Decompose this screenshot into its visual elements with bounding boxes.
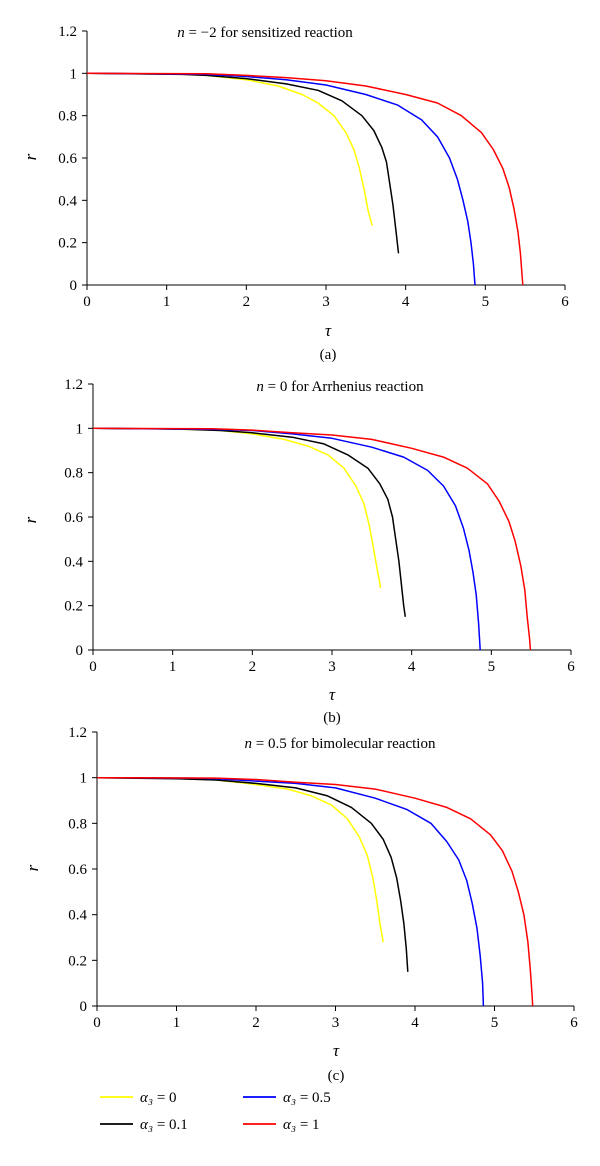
- legend-label-value: = 1: [296, 1117, 319, 1133]
- y-tick-label: 0.2: [64, 599, 83, 615]
- legend-item-1: α₃ = 0.1: [100, 1117, 188, 1133]
- x-tick-label: 0: [93, 1015, 101, 1031]
- panel-caption: (c): [328, 1068, 345, 1084]
- x-tick-label: 5: [491, 1015, 499, 1031]
- legend-label-symbol: α₃: [283, 1090, 296, 1106]
- x-tick-label: 1: [163, 294, 171, 310]
- x-tick-label: 3: [322, 294, 330, 310]
- y-tick-label: 0.8: [68, 816, 87, 832]
- series-line-3: [92, 427, 532, 651]
- y-tick-label: 0: [80, 999, 88, 1015]
- y-tick-label: 1.2: [68, 725, 87, 741]
- series-line-2: [92, 427, 481, 651]
- series-line-1: [86, 72, 400, 254]
- legend-label-symbol: α₃: [140, 1117, 153, 1133]
- x-tick-label: 3: [332, 1015, 340, 1031]
- series-line-0: [92, 427, 382, 589]
- y-axis-label: r: [21, 153, 40, 160]
- x-tick-label: 3: [328, 659, 336, 675]
- chart-title: n = 0.5 for bimolecular reaction: [245, 736, 436, 752]
- y-tick-label: 1.2: [64, 377, 83, 393]
- x-tick-label: 4: [411, 1015, 419, 1031]
- y-tick-label: 1: [76, 421, 84, 437]
- panel-caption: (b): [323, 710, 341, 726]
- chart-title: n = −2 for sensitized reaction: [177, 25, 353, 41]
- x-axis-label: τ: [325, 321, 332, 340]
- panel-caption: (a): [320, 347, 337, 363]
- chart-title-text: = −2 for sensitized reaction: [185, 25, 354, 41]
- legend-label: α₃ = 1: [283, 1117, 320, 1133]
- x-tick-label: 5: [488, 659, 496, 675]
- y-tick-label: 0.8: [64, 466, 83, 482]
- y-axis-label: r: [21, 516, 40, 523]
- y-tick-label: 1: [80, 771, 88, 787]
- series-line-0: [86, 72, 373, 226]
- x-axis-label: τ: [329, 685, 336, 704]
- legend-label: α₃ = 0.1: [140, 1117, 188, 1133]
- y-tick-label: 0.6: [68, 862, 87, 878]
- y-tick-label: 0.6: [58, 151, 77, 167]
- legend-label-value: = 0.1: [153, 1117, 188, 1133]
- y-tick-label: 0: [70, 278, 78, 294]
- y-tick-label: 1.2: [58, 24, 77, 40]
- chart-panel-1: 0 1 2 3 4 5 6 0 0.2 0.4 0.6 0.8 1 1.2 n = 0 for Arrhen…: [21, 377, 575, 726]
- x-tick-label: 6: [567, 659, 575, 675]
- chart-title-variable: n: [177, 25, 185, 41]
- legend-label: α₃ = 0: [140, 1090, 177, 1106]
- x-tick-label: 0: [89, 659, 97, 675]
- x-tick-label: 1: [173, 1015, 181, 1031]
- y-tick-label: 0: [76, 643, 84, 659]
- legend-item-0: α₃ = 0: [100, 1090, 177, 1106]
- chart-title-text: = 0.5 for bimolecular reaction: [252, 736, 436, 752]
- series-line-3: [96, 776, 534, 1007]
- legend-label-symbol: α₃: [283, 1117, 296, 1133]
- x-axis-label: τ: [333, 1041, 340, 1060]
- series-line-1: [96, 776, 409, 972]
- chart-title-text: = 0 for Arrhenius reaction: [264, 379, 424, 395]
- chart-panel-0: 0 1 2 3 4 5 6 0 0.2 0.4 0.6 0.8 1 1.2 n = −2 for sensi…: [21, 24, 569, 363]
- y-tick-label: 0.4: [68, 908, 87, 924]
- x-tick-label: 5: [482, 294, 490, 310]
- y-tick-label: 0.4: [64, 554, 83, 570]
- y-tick-label: 1: [70, 66, 78, 82]
- series-line-1: [92, 427, 407, 617]
- legend-label-symbol: α₃: [140, 1090, 153, 1106]
- x-tick-label: 2: [249, 659, 257, 675]
- y-tick-label: 0.4: [58, 193, 77, 209]
- x-tick-label: 2: [243, 294, 251, 310]
- chart-title-variable: n: [245, 736, 253, 752]
- legend-label-value: = 0: [153, 1090, 176, 1106]
- series-line-2: [96, 776, 485, 1007]
- series-line-2: [86, 72, 476, 286]
- x-tick-label: 6: [570, 1015, 578, 1031]
- chart-panel-2: 0 1 2 3 4 5 6 0 0.2 0.4 0.6 0.8 1 1.2 n = 0.5 for bimo…: [23, 725, 578, 1084]
- series-line-3: [86, 72, 524, 286]
- y-axis-label: r: [23, 864, 42, 871]
- chart-title: n = 0 for Arrhenius reaction: [256, 379, 424, 395]
- legend-label: α₃ = 0.5: [283, 1090, 331, 1106]
- y-tick-label: 0.2: [58, 236, 77, 252]
- x-tick-label: 6: [561, 294, 569, 310]
- x-tick-label: 2: [252, 1015, 260, 1031]
- legend: α₃ = 0α₃ = 0.1α₃ = 0.5α₃ = 1: [100, 1090, 331, 1133]
- y-tick-label: 0.2: [68, 953, 87, 969]
- chart-title-variable: n: [256, 379, 264, 395]
- legend-item-3: α₃ = 1: [243, 1117, 320, 1133]
- x-tick-label: 0: [83, 294, 91, 310]
- y-tick-label: 0.8: [58, 109, 77, 125]
- legend-label-value: = 0.5: [296, 1090, 331, 1106]
- y-tick-label: 0.6: [64, 510, 83, 526]
- x-tick-label: 1: [169, 659, 177, 675]
- x-tick-label: 4: [408, 659, 416, 675]
- legend-item-2: α₃ = 0.5: [243, 1090, 331, 1106]
- x-tick-label: 4: [402, 294, 410, 310]
